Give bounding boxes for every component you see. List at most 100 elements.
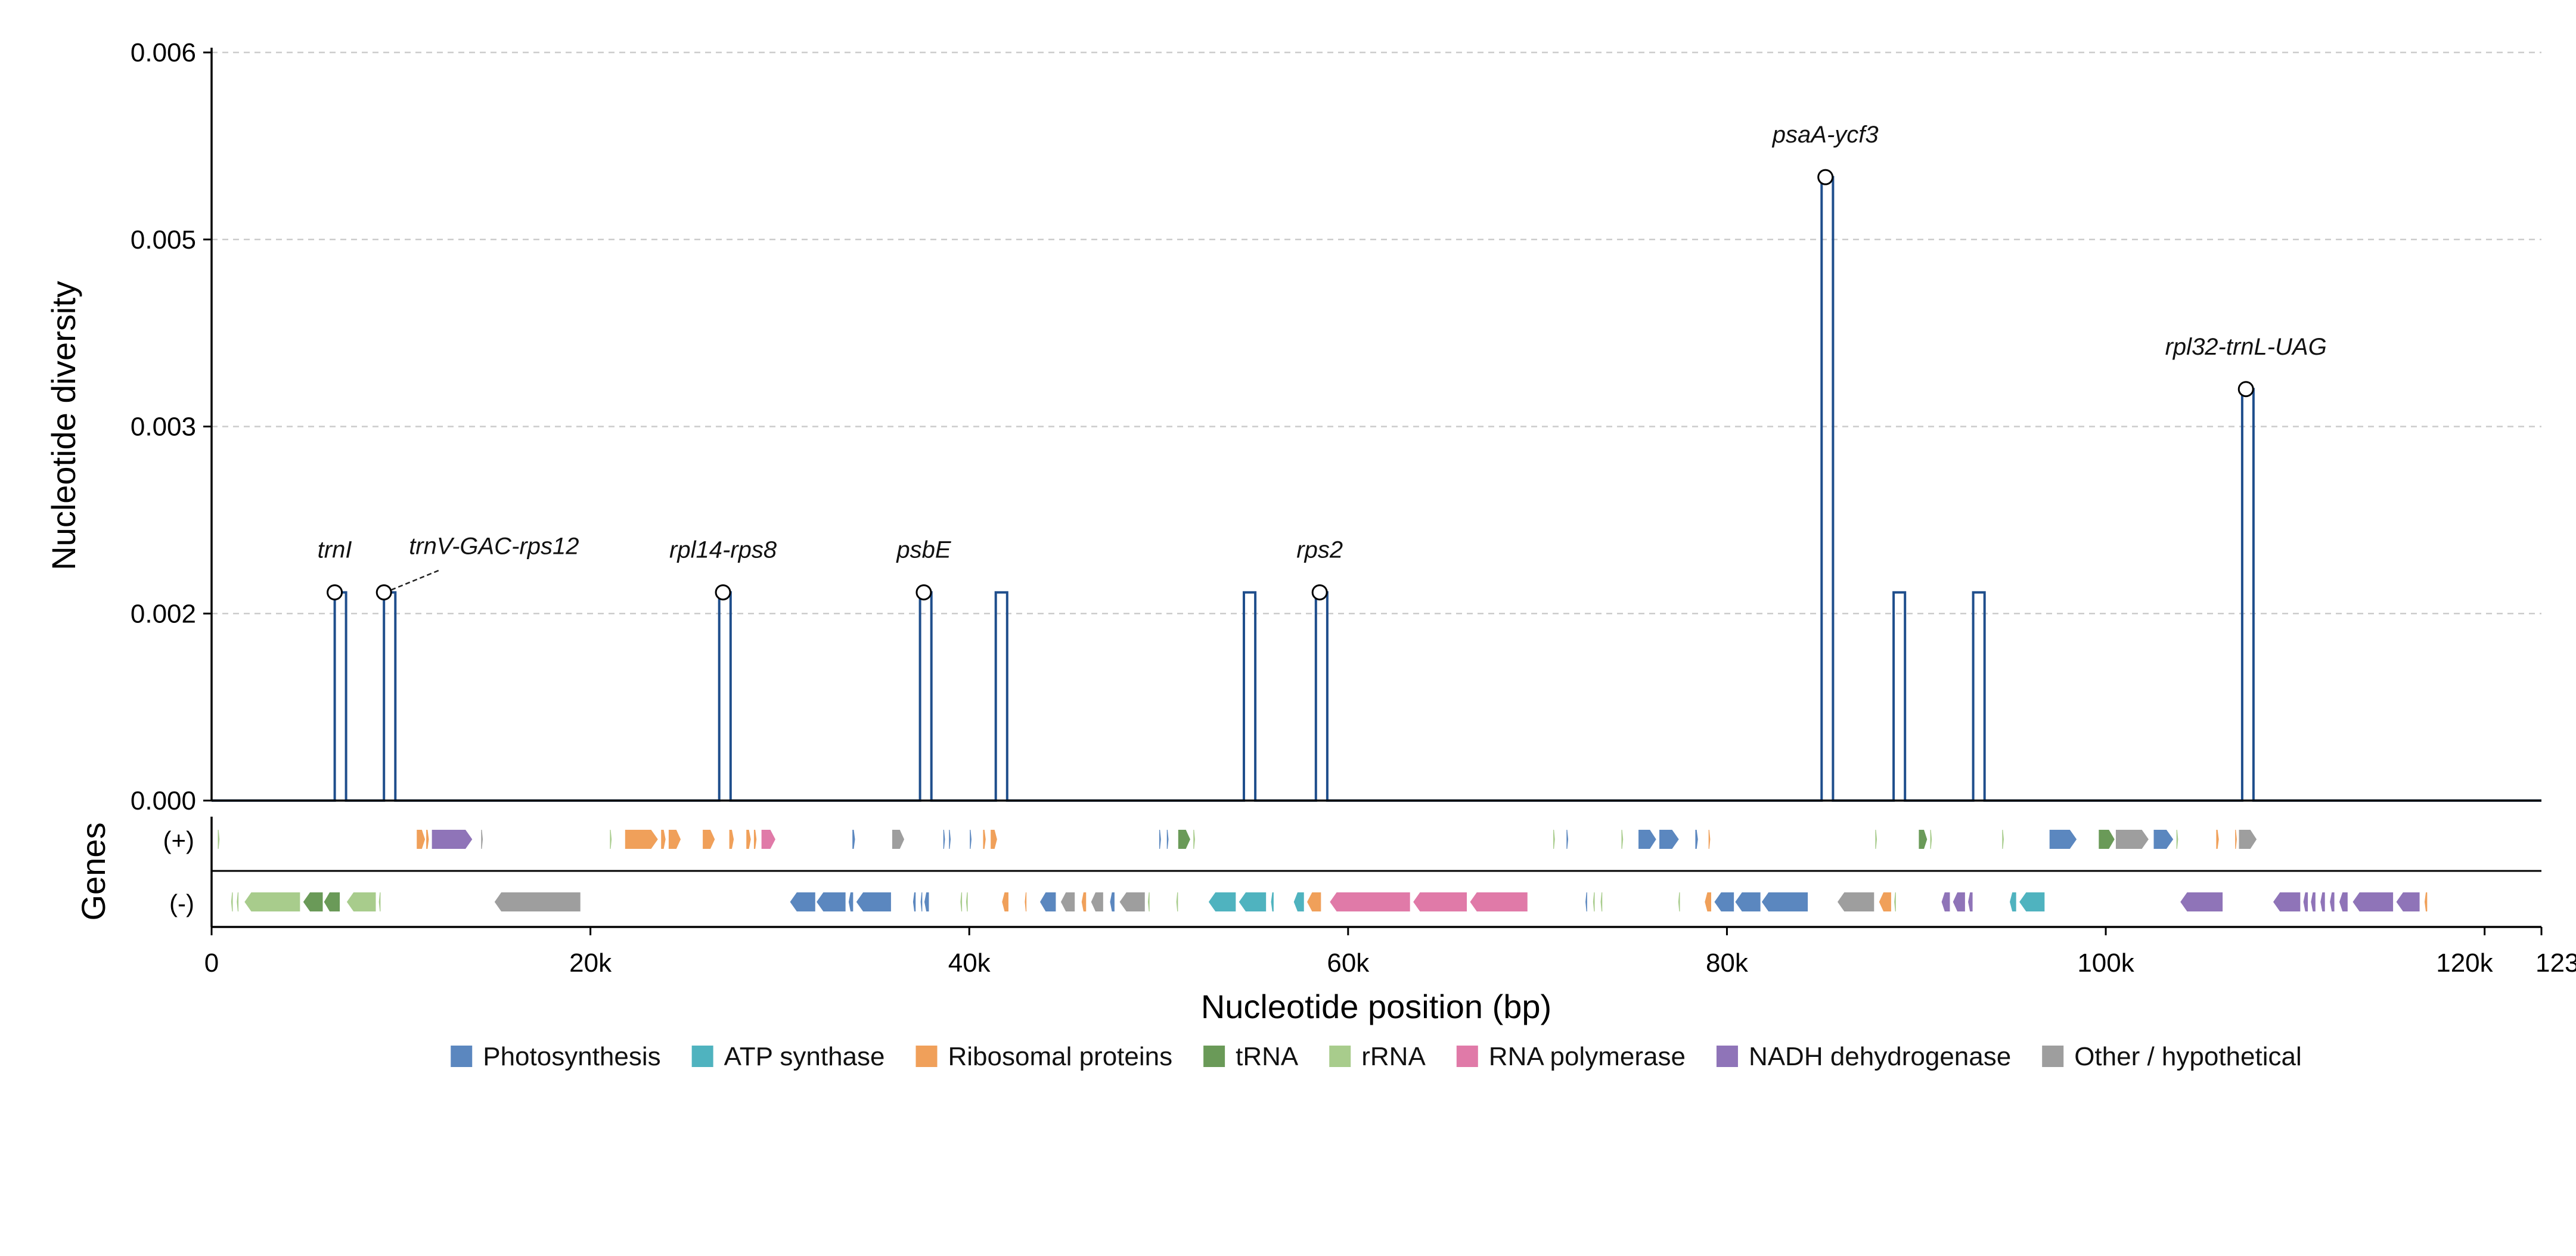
- gene-plus: [1158, 829, 1162, 850]
- gene-minus: [2329, 891, 2336, 913]
- gene-minus: [229, 891, 234, 913]
- gene-minus: [964, 891, 969, 913]
- gene-plus: [982, 829, 987, 850]
- gene-minus: [1591, 891, 1596, 913]
- gene-plus: [623, 829, 660, 850]
- gene-plus: [752, 829, 758, 850]
- legend-label: Ribosomal proteins: [948, 1042, 1172, 1071]
- gene-minus: [235, 891, 240, 913]
- gene-minus: [1951, 891, 1966, 913]
- gene-minus: [855, 891, 892, 913]
- peak-annotations: trnI trnV-GAC-rps12 rpl14-rps8 psbE rps2 psaA…: [318, 122, 2327, 601]
- peak-marker: [327, 584, 343, 601]
- gene-minus: [1877, 891, 1892, 913]
- gene-plus: [1707, 829, 1712, 850]
- y-tick-label: 0.003: [131, 413, 196, 442]
- gene-plus: [728, 829, 735, 850]
- gene-minus: [345, 891, 377, 913]
- gene-plus: [1637, 829, 1658, 850]
- axes: 0.000 0.002 0.003 0.005 0.006 0 20k 40k 60k 80k 10…: [131, 38, 2576, 978]
- gene-minus: [1118, 891, 1146, 913]
- gene-minus: [1237, 891, 1268, 913]
- gene-minus: [1080, 891, 1088, 913]
- x-tick-label: 80k: [1706, 948, 1749, 978]
- legend-swatch: [1329, 1046, 1351, 1067]
- x-tick-label: 20k: [569, 948, 612, 978]
- gene-minus: [322, 891, 342, 913]
- gene-minus: [2271, 891, 2302, 913]
- legend-label: RNA polymerase: [1489, 1042, 1686, 1071]
- gene-plus: [660, 829, 667, 850]
- gene-plus: [216, 829, 221, 850]
- y-tick-label: 0.002: [131, 599, 196, 628]
- gene-plus: [948, 829, 952, 850]
- grid-lines: [212, 51, 2541, 615]
- gene-plus: [480, 829, 485, 850]
- peak-leader-line: [390, 569, 441, 591]
- gene-plus: [667, 829, 682, 850]
- gene-plus: [1874, 829, 1879, 850]
- x-tick-label: 40k: [948, 948, 991, 978]
- gene-plus: [2001, 829, 2006, 850]
- gene-minus: [1059, 891, 1076, 913]
- gene-minus: [2178, 891, 2224, 913]
- gene-minus: [1023, 891, 1028, 913]
- gene-minus: [2302, 891, 2310, 913]
- gene-minus: [2338, 891, 2349, 913]
- gene-minus: [1175, 891, 1180, 913]
- gene-minus: [2310, 891, 2317, 913]
- gene-minus: [1090, 891, 1104, 913]
- legend-label: Photosynthesis: [483, 1042, 660, 1071]
- gene-minus: [2351, 891, 2395, 913]
- legend-swatch: [1716, 1046, 1738, 1067]
- x-axis-title: Nucleotide position (bp): [1201, 988, 1551, 1025]
- gene-plus: [1565, 829, 1570, 850]
- gene-plus: [969, 829, 973, 850]
- gene-plus: [2175, 829, 2180, 850]
- gene-minus: [1712, 891, 1736, 913]
- gene-minus: [911, 891, 917, 913]
- peak-label: rps2: [1296, 537, 1343, 563]
- gene-plus: [2215, 829, 2220, 850]
- gene-minus: [1411, 891, 1469, 913]
- y-tick-label: 0.005: [131, 225, 196, 255]
- legend-swatch: [915, 1046, 938, 1067]
- legend-swatch: [1203, 1046, 1225, 1067]
- gene-plus: [890, 829, 906, 850]
- gene-minus: [1146, 891, 1151, 913]
- gene-plus: [430, 829, 474, 850]
- peak-label: rpl14-rps8: [669, 537, 777, 563]
- gene-minus: [1305, 891, 1323, 913]
- peak-marker: [915, 584, 932, 601]
- legend: Photosynthesis ATP synthase Ribosomal prot…: [451, 1042, 2302, 1071]
- gene-plus: [425, 829, 430, 850]
- gene-minus: [2423, 891, 2429, 913]
- y-tick-label: 0.000: [131, 786, 196, 815]
- gene-plus: [415, 829, 427, 850]
- gene-plus: [2237, 829, 2258, 850]
- gene-plus: [2152, 829, 2175, 850]
- gene-plus: [702, 829, 716, 850]
- gene-minus: [919, 891, 924, 913]
- gene-plus: [2234, 829, 2238, 850]
- gene-minus: [1940, 891, 1951, 913]
- gene-minus: [1001, 891, 1010, 913]
- x-tick-label: 123k: [2535, 948, 2576, 978]
- gene-minus: [1468, 891, 1529, 913]
- diversity-series: [212, 176, 2541, 802]
- gene-minus: [1893, 891, 1897, 913]
- gene-minus: [2008, 891, 2018, 913]
- gene-plus: [2114, 829, 2150, 850]
- gene-plus: [1917, 829, 1929, 850]
- gene-minus: [1733, 891, 1762, 913]
- gene-plus: [1192, 829, 1197, 850]
- gene-minus: [1292, 891, 1305, 913]
- x-tick-label: 0: [204, 948, 219, 978]
- gene-track-title: Genes: [75, 823, 112, 921]
- legend-label: tRNA: [1236, 1042, 1299, 1071]
- peak-label: trnI: [318, 537, 352, 563]
- x-tick-label: 120k: [2436, 948, 2493, 978]
- gene-minus: [2395, 891, 2421, 913]
- peak-label: psaA-ycf3: [1772, 122, 1879, 148]
